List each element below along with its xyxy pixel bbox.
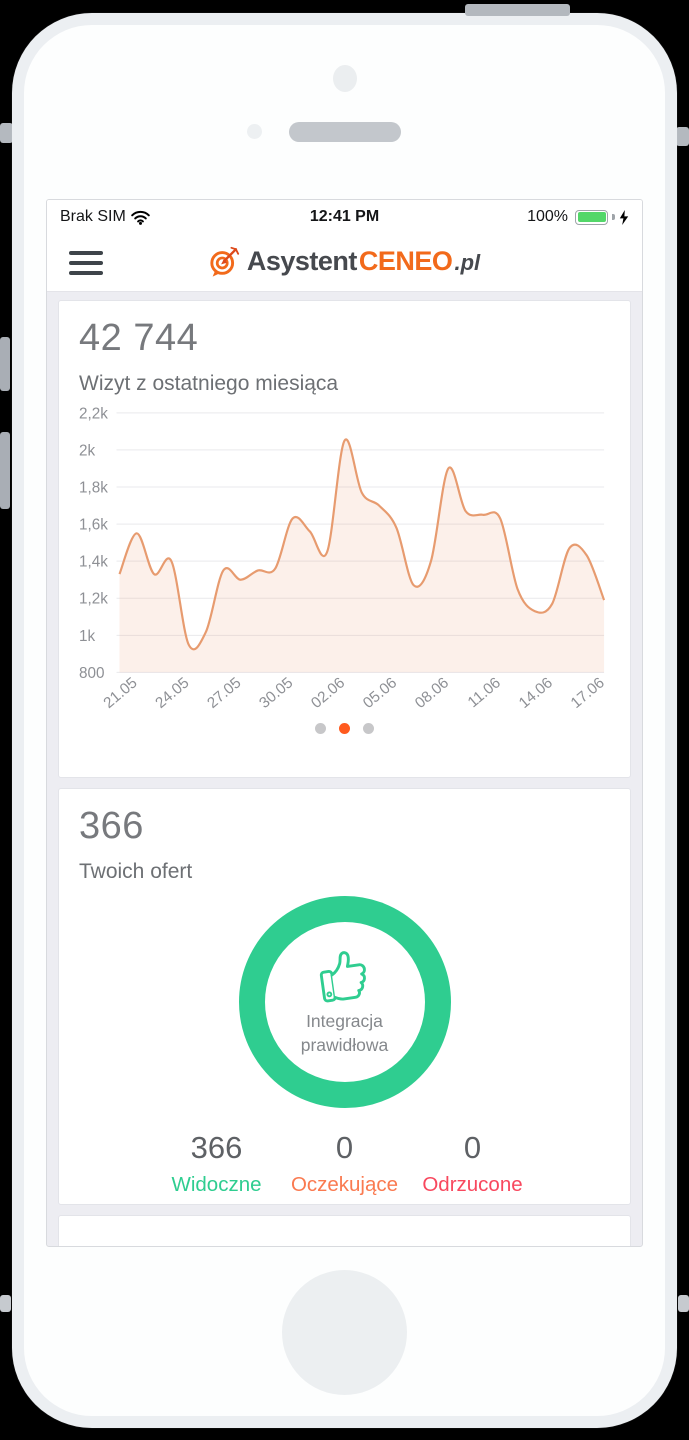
svg-text:1,2k: 1,2k (79, 591, 108, 608)
integration-status-line1: Integracja (306, 1011, 383, 1032)
stat-visible-value: 366 (190, 1130, 243, 1165)
menu-button[interactable] (69, 251, 103, 275)
power-button (465, 4, 570, 16)
svg-text:1,4k: 1,4k (79, 554, 108, 571)
stat-rejected: 0 Odrzucone (409, 1130, 537, 1197)
charging-bolt-icon (619, 209, 629, 225)
stat-pending-value: 0 (335, 1130, 354, 1165)
side-button (676, 127, 689, 146)
carousel-dot[interactable] (315, 722, 326, 734)
offers-count: 366 (79, 805, 144, 847)
carousel-dot-active[interactable] (339, 722, 350, 734)
menu-bar (69, 271, 103, 275)
svg-text:30.05: 30.05 (256, 674, 296, 712)
app-logo: Asystent CENEO .pl (209, 246, 480, 279)
battery-icon (575, 209, 608, 225)
bezel-seam-left (0, 1295, 11, 1312)
integration-status-ring: Integracja prawidłowa (238, 896, 451, 1108)
offer-stats-row: 366 Widoczne 0 Oczekujące 0 Odrzucone (79, 1130, 610, 1197)
svg-text:21.05: 21.05 (100, 674, 140, 712)
carousel-pagination (79, 722, 610, 734)
stat-rejected-label: Odrzucone (422, 1173, 523, 1196)
stat-visible: 366 Widoczne (153, 1130, 281, 1197)
svg-text:800: 800 (79, 665, 105, 682)
target-dart-icon (210, 246, 239, 277)
carrier-label: Brak SIM (60, 208, 126, 225)
volume-up-button (0, 337, 10, 391)
app-header: Asystent CENEO .pl (47, 234, 642, 292)
svg-text:11.06: 11.06 (465, 674, 504, 711)
svg-text:08.06: 08.06 (412, 674, 452, 712)
menu-bar (69, 251, 103, 255)
logo-text-asystent: Asystent (246, 246, 358, 276)
logo-text-ceneo: CENEO (358, 246, 453, 276)
svg-text:24.05: 24.05 (152, 674, 192, 712)
menu-bar (69, 261, 103, 265)
offers-card: 366 Twoich ofert Integracja prawidłowa (58, 788, 631, 1205)
visits-count: 42 744 (79, 317, 199, 359)
next-card-partial (58, 1215, 631, 1246)
battery-nub (612, 214, 615, 220)
offers-subtitle: Twoich ofert (79, 860, 193, 883)
svg-text:1,8k: 1,8k (79, 479, 108, 496)
home-button (282, 1270, 407, 1395)
proximity-sensor (247, 124, 262, 139)
stat-rejected-value: 0 (463, 1130, 482, 1165)
integration-status-label: Integracja prawidłowa (301, 1010, 389, 1056)
svg-text:1,6k: 1,6k (79, 517, 108, 534)
dashboard-content: 42 744 Wizyt z ostatniego miesiąca 2,2k 2… (47, 292, 642, 1246)
svg-text:1k: 1k (79, 628, 95, 645)
battery-percent-label: 100% (527, 208, 568, 225)
status-bar: Brak SIM 12:41 PM 100% (47, 200, 642, 234)
front-camera (333, 65, 357, 92)
earpiece-speaker (289, 122, 401, 142)
visits-subtitle: Wizyt z ostatniego miesiąca (79, 372, 339, 395)
wifi-icon (130, 210, 150, 225)
svg-text:14.06: 14.06 (516, 674, 556, 712)
stat-visible-label: Widoczne (171, 1173, 262, 1196)
stat-pending-label: Oczekujące (290, 1173, 399, 1196)
svg-text:05.06: 05.06 (360, 674, 400, 712)
bezel-seam-right (678, 1295, 689, 1312)
integration-status-line2: prawidłowa (300, 1034, 389, 1055)
app-screen: Brak SIM 12:41 PM 100% (46, 199, 643, 1247)
mute-switch (0, 123, 13, 143)
volume-down-button (0, 432, 10, 509)
stat-pending: 0 Oczekujące (281, 1130, 409, 1197)
svg-text:17.06: 17.06 (568, 674, 608, 712)
thumbs-up-icon (319, 951, 366, 1003)
visits-card: 42 744 Wizyt z ostatniego miesiąca 2,2k 2… (58, 300, 631, 778)
logo-text-pl: .pl (454, 250, 481, 275)
clock-label: 12:41 PM (309, 208, 380, 225)
svg-text:2k: 2k (79, 442, 95, 459)
svg-text:2,2k: 2,2k (79, 405, 108, 422)
svg-text:27.05: 27.05 (204, 674, 244, 712)
carousel-dot[interactable] (363, 722, 374, 734)
svg-text:02.06: 02.06 (308, 674, 348, 712)
